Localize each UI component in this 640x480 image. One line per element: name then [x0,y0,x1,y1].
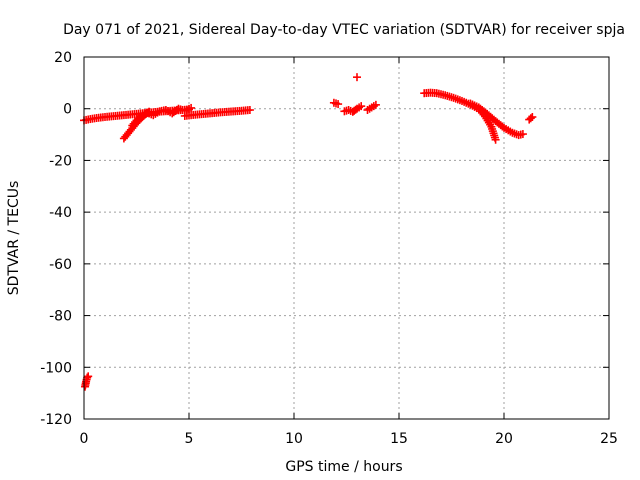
chart-title: Day 071 of 2021, Sidereal Day-to-day VTE… [63,22,625,38]
axis-ticks: 0 5 10 15 20 25 20 0 -20 -40 -60 -80 -100 -120 [40,50,618,447]
y-tick-label: -20 [49,153,72,169]
grid-lines [84,57,609,419]
data-point [371,100,380,109]
data-point [245,106,254,115]
y-axis-label: SDTVAR / TECUs [6,181,22,296]
data-points [80,73,537,391]
x-tick-label: 15 [390,431,408,447]
y-tick-label: -100 [40,360,72,376]
data-point [353,73,361,82]
y-tick-label: -60 [49,257,72,273]
x-tick-label: 5 [185,431,194,447]
data-point [491,135,500,144]
y-tick-label: 20 [54,50,72,66]
plot-frame [83,56,610,420]
data-point [526,114,535,123]
y-tick-label: -80 [49,309,72,325]
data-series-segment [81,372,93,391]
x-axis-label: GPS time / hours [285,459,402,475]
y-tick-label: 0 [63,102,72,118]
data-series-segment [353,73,361,82]
data-point [84,372,93,381]
y-tick-label: -40 [49,205,72,221]
data-series-segment [466,99,527,140]
data-series-segment [525,112,537,124]
data-point [334,100,343,109]
x-tick-label: 10 [285,431,303,447]
data-point [528,112,537,121]
data-series-segment [329,98,343,109]
y-tick-label: -120 [40,412,72,428]
x-tick-label: 20 [495,431,513,447]
data-series-segment [143,103,196,120]
x-tick-label: 25 [600,431,618,447]
x-tick-label: 0 [80,431,89,447]
data-point [357,102,366,111]
data-series-segment [180,106,254,120]
data-series-segment [363,100,380,115]
data-point [518,130,527,139]
data-series-segment [340,102,366,116]
data-point [187,103,196,112]
